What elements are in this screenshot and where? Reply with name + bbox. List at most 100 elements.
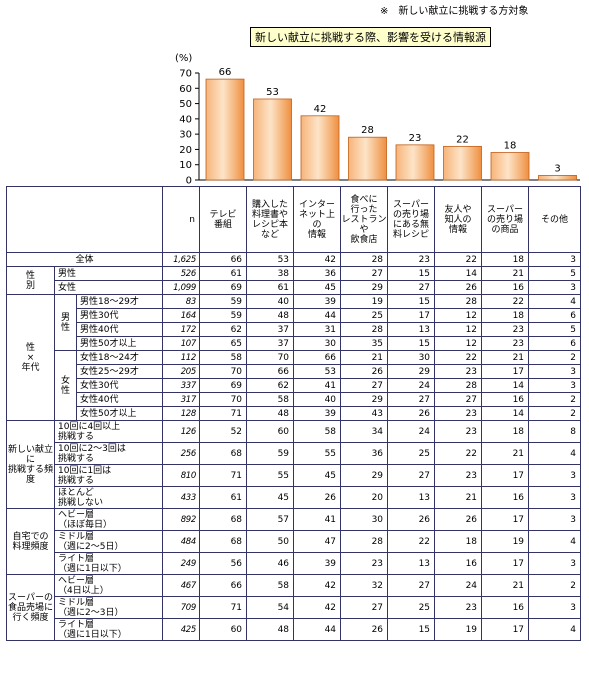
table-row: 新しい献立に 挑戦する頻度 10回に4回以上 挑戦する 126 52 60 58 34 24 23 1… <box>6 420 582 509</box>
percent-cell: 29 <box>340 464 389 487</box>
sample-size: 164 <box>162 308 201 323</box>
percent-cell: 23 <box>434 420 483 443</box>
row-label: ミドル層 （週に2～3日） <box>53 596 164 619</box>
percent-cell: 44 <box>293 308 342 323</box>
column-header: スーパー の売り場 にある無 料レシピ <box>387 186 436 253</box>
percent-cell: 38 <box>246 266 295 281</box>
percent-cell: 48 <box>246 308 295 323</box>
percent-cell: 27 <box>387 280 436 295</box>
row-label: ヘビー層 （4日以上） <box>53 574 164 597</box>
percent-cell: 48 <box>246 406 295 421</box>
percent-cell: 26 <box>387 406 436 421</box>
y-tick-label: 30 <box>179 130 192 141</box>
percent-cell: 4 <box>528 530 582 553</box>
percent-cell: 70 <box>199 364 248 379</box>
percent-cell: 3 <box>528 552 582 575</box>
sample-size: 107 <box>162 336 201 351</box>
percent-cell: 27 <box>340 266 389 281</box>
row-label: 10回に2～3回は 挑戦する <box>53 442 164 465</box>
percent-cell: 58 <box>246 392 295 407</box>
percent-cell: 68 <box>199 442 248 465</box>
table-row: 男性30代 164 59 48 44 25 17 12 18 6 <box>7 308 582 323</box>
row-label: 男性30代 <box>75 308 164 323</box>
percent-cell: 3 <box>528 280 582 295</box>
percent-cell: 19 <box>481 530 530 553</box>
percent-cell: 61 <box>199 486 248 509</box>
bar <box>253 98 292 181</box>
percent-cell: 22 <box>481 294 530 309</box>
percent-cell: 30 <box>293 336 342 351</box>
bar <box>443 145 482 181</box>
cooking-frequency-group-label: 自宅での 料理頻度 <box>6 508 55 575</box>
percent-cell: 21 <box>434 486 483 509</box>
percent-cell: 46 <box>246 552 295 575</box>
percent-cell: 45 <box>293 280 342 295</box>
percent-cell: 21 <box>481 442 530 465</box>
percent-cell: 21 <box>481 574 530 597</box>
percent-cell: 65 <box>199 336 248 351</box>
percent-cell: 45 <box>246 486 295 509</box>
row-label: 女性25～29才 <box>75 364 164 379</box>
row-label: ライト層 （週に1日以下） <box>53 552 164 575</box>
percent-cell: 61 <box>199 266 248 281</box>
percent-cell: 41 <box>293 508 342 531</box>
percent-cell: 14 <box>481 378 530 393</box>
table-row: 女性30代 337 69 62 41 27 24 28 14 3 <box>7 378 582 393</box>
percent-cell: 3 <box>528 486 582 509</box>
percent-cell: 27 <box>340 378 389 393</box>
percent-cell: 55 <box>246 464 295 487</box>
percent-cell: 58 <box>246 574 295 597</box>
percent-cell: 17 <box>481 464 530 487</box>
sample-size: 83 <box>162 294 201 309</box>
percent-cell: 26 <box>387 508 436 531</box>
percent-cell: 16 <box>481 596 530 619</box>
percent-cell: 3 <box>528 378 582 393</box>
percent-cell: 69 <box>199 378 248 393</box>
percent-cell: 21 <box>340 350 389 365</box>
y-tick-label: 70 <box>179 69 192 80</box>
row-label: ヘビー層 （ほぼ毎日） <box>53 508 164 531</box>
row-label: 全体 <box>5 252 164 267</box>
percent-cell: 23 <box>434 596 483 619</box>
sample-size: 249 <box>162 552 201 575</box>
percent-cell: 61 <box>246 280 295 295</box>
percent-cell: 40 <box>246 294 295 309</box>
y-tick-label: 40 <box>179 114 192 125</box>
sample-size: 810 <box>162 464 201 487</box>
percent-cell: 29 <box>340 280 389 295</box>
percent-cell: 13 <box>387 552 436 575</box>
percent-cell: 54 <box>246 596 295 619</box>
percent-cell: 59 <box>246 442 295 465</box>
percent-cell: 12 <box>434 336 483 351</box>
table-row: 女性40代 317 70 58 40 29 27 27 16 2 <box>7 392 582 407</box>
percent-cell: 62 <box>199 322 248 337</box>
percent-cell: 36 <box>293 266 342 281</box>
bar-value-label: 28 <box>361 125 374 136</box>
row-label: 女性40代 <box>75 392 164 407</box>
percent-cell: 40 <box>293 392 342 407</box>
percent-cell: 47 <box>293 530 342 553</box>
row-label: 女性50才以上 <box>75 406 164 421</box>
chart-title: 新しい献立に挑戦する際、影響を受ける情報源 <box>250 27 491 47</box>
percent-cell: 21 <box>481 350 530 365</box>
percent-cell: 31 <box>293 322 342 337</box>
percent-cell: 26 <box>293 486 342 509</box>
percent-cell: 58 <box>293 420 342 443</box>
table-row: ミドル層 （週に2～5日） 484 68 50 47 28 22 18 19 4 <box>7 530 582 553</box>
data-table: n テレビ 番組 購入した 料理書や レシピ本 など インター ネット上の情報 食べに 行った レスト… <box>5 186 582 641</box>
percent-cell: 2 <box>528 574 582 597</box>
y-tick-label: 60 <box>179 84 192 95</box>
percent-cell: 60 <box>246 420 295 443</box>
bar <box>490 152 530 181</box>
percent-cell: 23 <box>481 322 530 337</box>
male-subgroup-label: 男性 <box>54 294 77 351</box>
percent-cell: 6 <box>528 308 582 323</box>
percent-cell: 25 <box>387 596 436 619</box>
table-row: ほとんど 挑戦しない 433 61 45 26 20 13 21 16 3 <box>7 486 582 509</box>
percent-cell: 22 <box>434 252 483 267</box>
percent-cell: 29 <box>387 364 436 379</box>
percent-cell: 28 <box>340 530 389 553</box>
table-row: 女性50才以上 128 71 48 39 43 26 23 14 2 <box>7 406 582 421</box>
sample-size: 1,099 <box>162 280 201 295</box>
y-tick-label: 20 <box>179 145 192 156</box>
